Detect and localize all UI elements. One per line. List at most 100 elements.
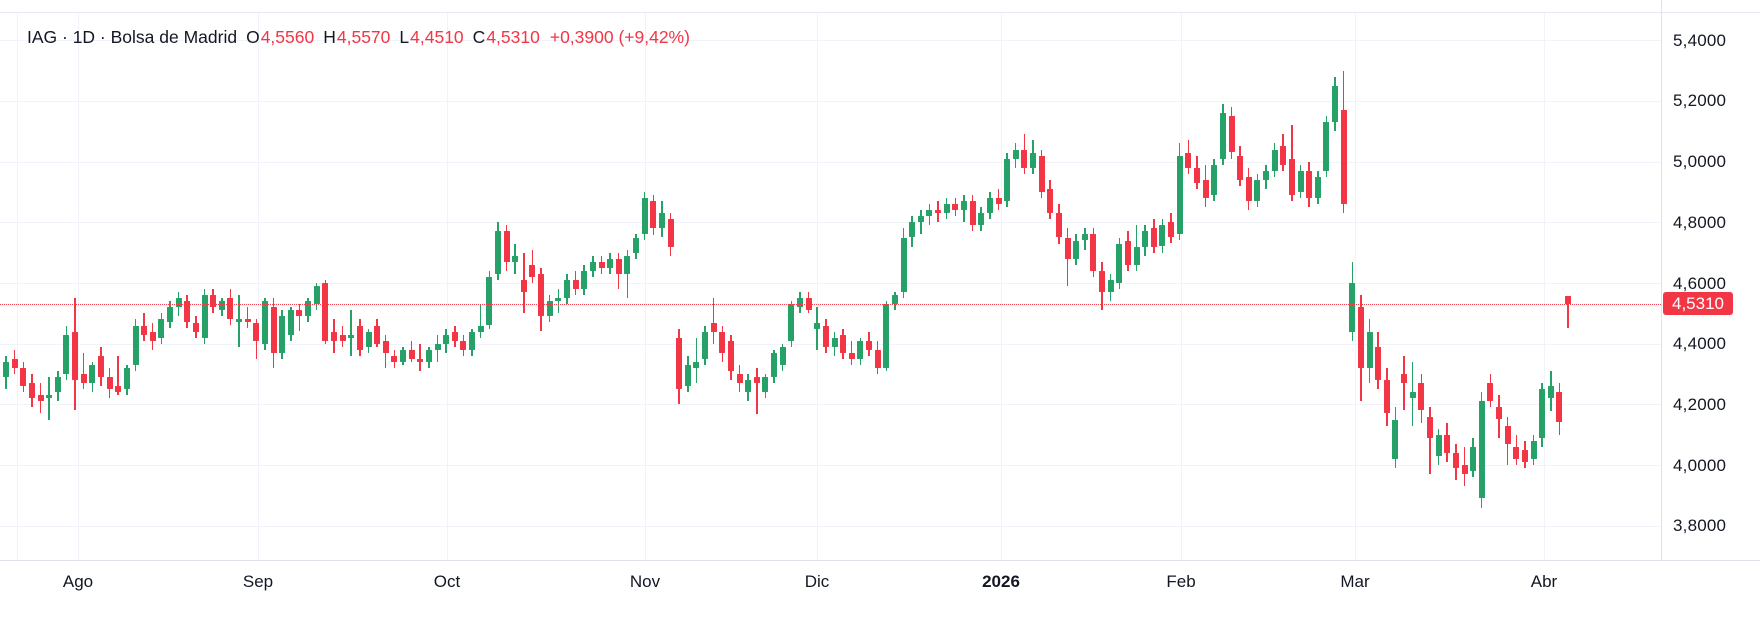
candle[interactable] [348, 334, 355, 338]
candle[interactable] [356, 325, 363, 350]
candle[interactable] [1409, 392, 1416, 399]
candle[interactable] [460, 340, 467, 350]
candle[interactable] [192, 322, 199, 332]
candle[interactable] [434, 343, 441, 350]
candle[interactable] [374, 325, 381, 344]
candle[interactable] [141, 325, 148, 335]
candle[interactable] [1297, 170, 1304, 192]
candle[interactable] [1090, 234, 1097, 271]
candle[interactable] [1133, 246, 1140, 265]
candle[interactable] [978, 213, 985, 226]
candle[interactable] [408, 349, 415, 359]
candle[interactable] [874, 349, 881, 368]
candle[interactable] [1021, 149, 1028, 168]
candle[interactable] [1504, 425, 1511, 444]
candle[interactable] [736, 374, 743, 384]
candle[interactable] [1444, 434, 1451, 453]
candle[interactable] [1228, 116, 1235, 153]
candle[interactable] [926, 210, 933, 217]
candle[interactable] [1427, 416, 1433, 438]
candle[interactable] [1116, 243, 1123, 283]
candle[interactable] [296, 310, 303, 317]
candle[interactable] [1064, 237, 1071, 259]
candle[interactable] [1107, 280, 1114, 293]
candle[interactable] [54, 377, 61, 393]
candle[interactable] [1565, 296, 1571, 304]
candle[interactable] [771, 352, 778, 378]
candle[interactable] [1150, 228, 1157, 247]
candle[interactable] [598, 261, 605, 268]
candle[interactable] [261, 301, 268, 344]
candle[interactable] [1470, 446, 1477, 472]
candle[interactable] [1211, 164, 1218, 195]
candle[interactable] [1142, 231, 1149, 247]
candle[interactable] [28, 383, 35, 399]
candle[interactable] [279, 316, 286, 353]
candle[interactable] [167, 307, 173, 323]
candle[interactable] [270, 307, 277, 353]
candle[interactable] [210, 295, 217, 308]
candle[interactable] [330, 331, 337, 341]
candle[interactable] [469, 331, 475, 350]
candle[interactable] [244, 319, 251, 323]
candle[interactable] [727, 340, 734, 372]
candle[interactable] [1461, 465, 1468, 475]
candle[interactable] [339, 334, 346, 341]
candle[interactable] [986, 198, 993, 214]
candle[interactable] [615, 258, 622, 274]
candle[interactable] [788, 304, 795, 341]
candle[interactable] [1280, 146, 1287, 165]
candle[interactable] [1254, 179, 1261, 201]
candle[interactable] [1392, 419, 1399, 460]
candle[interactable] [1496, 407, 1502, 420]
time-axis[interactable]: Ago Sep Oct Nov Dic 2026 Feb Mar Abr [0, 561, 1760, 620]
candle[interactable] [313, 286, 320, 305]
candle[interactable] [1375, 346, 1382, 381]
candle[interactable] [451, 331, 458, 341]
candle[interactable] [477, 325, 484, 332]
candle[interactable] [218, 301, 225, 311]
candle[interactable] [1202, 179, 1209, 198]
candle[interactable] [943, 204, 950, 214]
candle[interactable] [236, 319, 242, 323]
candle[interactable] [1176, 155, 1183, 235]
candle[interactable] [1323, 122, 1330, 171]
candle[interactable] [1340, 110, 1347, 205]
candle[interactable] [63, 334, 70, 375]
candle[interactable] [762, 377, 769, 393]
candle[interactable] [443, 334, 450, 344]
candle[interactable] [1047, 188, 1054, 214]
candle[interactable] [1452, 453, 1459, 469]
candle[interactable] [564, 280, 570, 299]
candle[interactable] [227, 298, 234, 320]
candle[interactable] [1004, 158, 1011, 202]
candle[interactable] [3, 361, 9, 378]
candle[interactable] [719, 331, 726, 353]
candle[interactable] [175, 298, 182, 308]
candle[interactable] [20, 368, 27, 387]
candle[interactable] [1124, 240, 1131, 265]
candle[interactable] [1263, 170, 1269, 180]
candle[interactable] [1219, 113, 1226, 159]
candle[interactable] [97, 355, 104, 377]
candle[interactable] [658, 213, 665, 229]
candle[interactable] [1435, 434, 1442, 456]
candle[interactable] [425, 349, 432, 362]
candle[interactable] [1159, 225, 1166, 247]
candle[interactable] [1478, 401, 1485, 499]
candle[interactable] [253, 322, 260, 341]
candle[interactable] [857, 340, 864, 359]
candle[interactable] [1193, 167, 1200, 183]
candle[interactable] [624, 255, 631, 274]
candle[interactable] [684, 364, 691, 387]
candle[interactable] [287, 310, 294, 335]
candle[interactable] [1237, 155, 1244, 180]
candle[interactable] [80, 374, 87, 384]
candle[interactable] [840, 334, 847, 353]
candle[interactable] [1012, 149, 1019, 159]
candle[interactable] [1418, 383, 1425, 411]
candle[interactable] [572, 280, 579, 290]
candle[interactable] [814, 322, 821, 329]
candle[interactable] [1547, 386, 1554, 399]
candle[interactable] [633, 237, 639, 253]
